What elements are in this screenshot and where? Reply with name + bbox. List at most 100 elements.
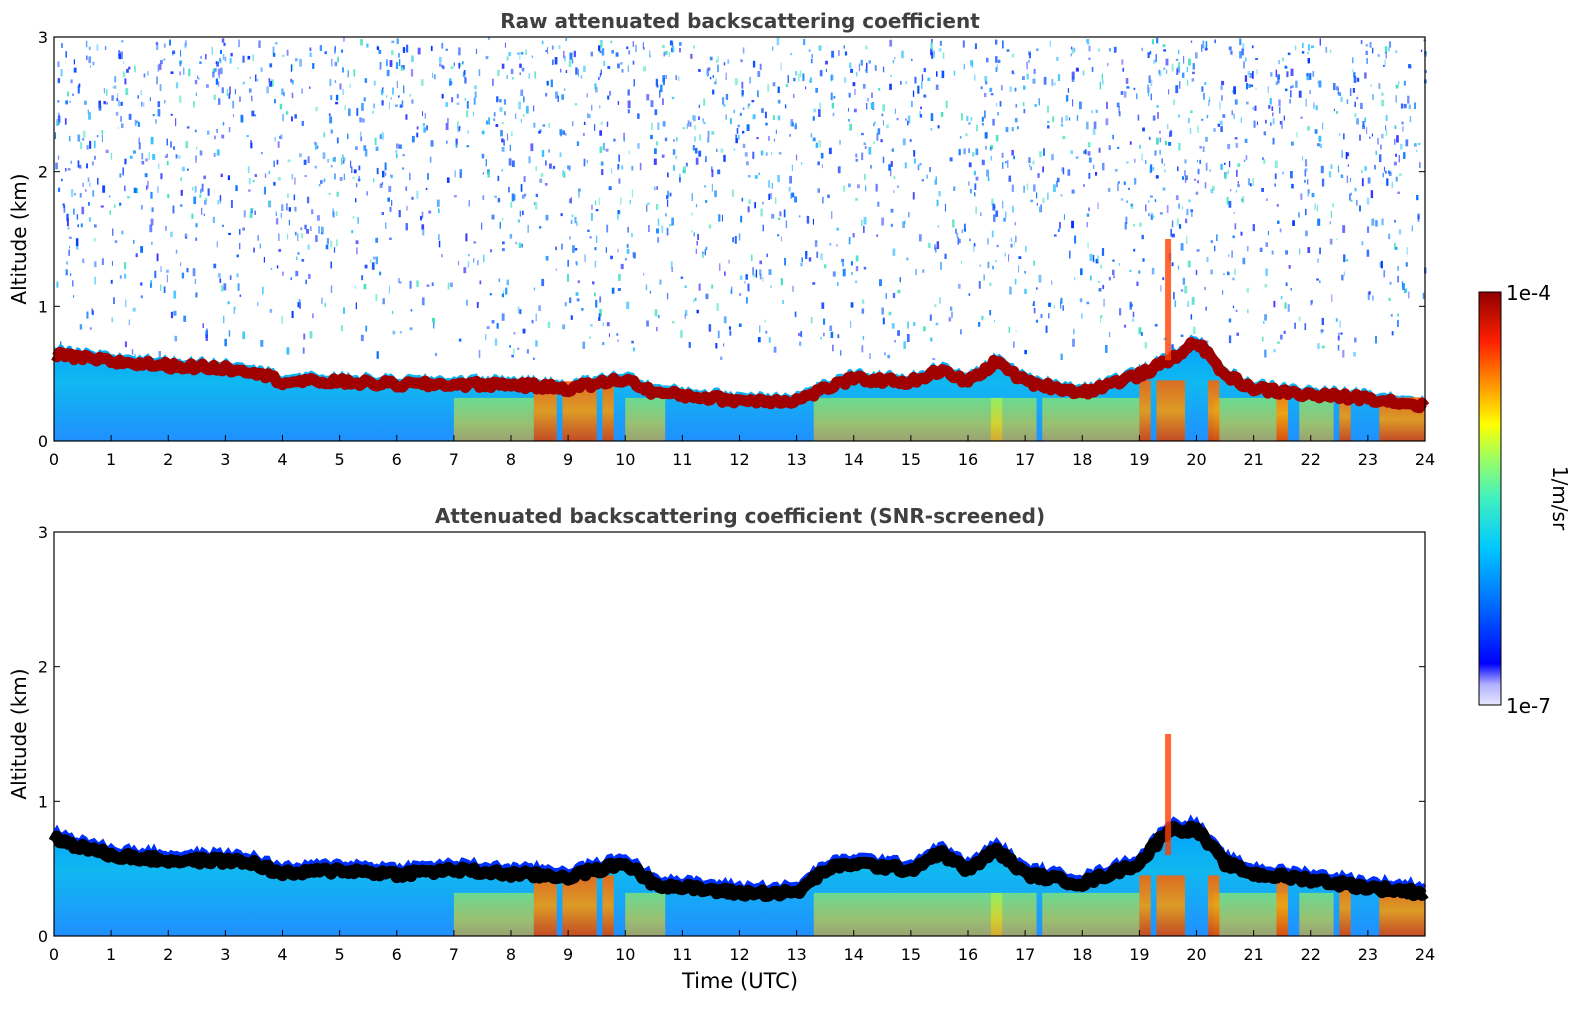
noise-speckle (623, 132, 625, 141)
noise-speckle (635, 44, 637, 52)
noise-speckle (1071, 75, 1075, 82)
noise-speckle (205, 54, 207, 60)
noise-speckle (1278, 59, 1280, 65)
noise-speckle (1168, 142, 1172, 146)
noise-speckle (102, 185, 106, 193)
noise-speckle (1150, 93, 1152, 101)
noise-speckle (73, 59, 75, 65)
noise-speckle (747, 206, 750, 213)
noise-speckle (508, 186, 510, 193)
noise-speckle (474, 85, 477, 90)
noise-speckle (458, 47, 461, 56)
noise-speckle (894, 108, 896, 114)
noise-speckle (1403, 103, 1407, 109)
noise-speckle (1372, 295, 1374, 301)
noise-speckle (526, 349, 529, 354)
noise-speckle (423, 127, 426, 133)
noise-speckle (473, 258, 475, 263)
noise-speckle (1002, 40, 1004, 49)
noise-speckle (373, 178, 375, 183)
noise-speckle (1235, 190, 1237, 193)
noise-speckle (179, 71, 181, 76)
noise-speckle (759, 274, 762, 280)
noise-speckle (170, 71, 174, 74)
noise-speckle (963, 223, 966, 232)
noise-speckle (1333, 83, 1336, 91)
noise-speckle (607, 95, 610, 100)
noise-speckle (1285, 250, 1288, 255)
noise-speckle (242, 81, 245, 85)
noise-speckle (254, 174, 257, 177)
noise-speckle (1228, 335, 1232, 344)
noise-speckle (381, 212, 384, 215)
x-tick-label: 22 (1301, 945, 1321, 964)
noise-speckle (780, 278, 783, 286)
noise-speckle (220, 285, 224, 292)
noise-speckle (242, 227, 245, 231)
noise-speckle (738, 323, 742, 327)
noise-speckle (87, 177, 90, 183)
noise-speckle (88, 202, 90, 206)
noise-speckle (855, 266, 859, 272)
noise-speckle (281, 88, 284, 95)
noise-speckle (186, 267, 189, 273)
noise-speckle (127, 196, 130, 199)
panel-title: Raw attenuated backscattering coefficien… (500, 9, 980, 33)
noise-speckle (1395, 95, 1397, 103)
noise-speckle (1083, 184, 1085, 187)
noise-speckle (901, 50, 905, 59)
noise-speckle (441, 64, 444, 68)
noise-speckle (228, 232, 231, 235)
noise-speckle (228, 93, 231, 99)
noise-speckle (409, 94, 412, 97)
noise-speckle (89, 327, 92, 330)
noise-speckle (513, 348, 515, 355)
noise-speckle (348, 108, 351, 116)
noise-speckle (388, 101, 390, 110)
noise-speckle (488, 117, 490, 125)
noise-speckle (657, 122, 660, 130)
noise-speckle (519, 72, 521, 75)
noise-speckle (837, 166, 841, 174)
noise-speckle (1233, 113, 1235, 120)
noise-speckle (965, 133, 968, 137)
layer-top-band (51, 337, 1430, 414)
noise-speckle (109, 210, 111, 215)
noise-speckle (1341, 274, 1344, 281)
noise-speckle (261, 152, 263, 155)
noise-speckle (527, 224, 529, 233)
noise-speckle (741, 89, 744, 96)
noise-speckle (795, 71, 798, 76)
noise-speckle (594, 124, 596, 131)
noise-speckle (820, 253, 823, 261)
noise-speckle (695, 248, 697, 254)
noise-speckle (952, 219, 955, 228)
noise-speckle (540, 173, 544, 177)
noise-speckle (879, 279, 882, 287)
colorbar-max-label: 1e-4 (1506, 281, 1551, 305)
noise-speckle (926, 174, 928, 179)
noise-speckle (1254, 105, 1257, 111)
noise-speckle (293, 194, 296, 201)
noise-speckle (724, 271, 726, 276)
noise-speckle (1237, 163, 1241, 167)
noise-speckle (599, 296, 602, 303)
noise-speckle (1379, 154, 1382, 163)
noise-speckle (893, 190, 895, 193)
noise-speckle (888, 311, 892, 316)
noise-speckle (1312, 70, 1315, 77)
noise-speckle (56, 281, 59, 288)
noise-speckle (1175, 195, 1179, 200)
noise-speckle (931, 38, 933, 44)
noise-speckle (379, 134, 382, 139)
noise-speckle (194, 186, 197, 193)
noise-speckle (1306, 73, 1310, 81)
noise-speckle (94, 276, 96, 285)
noise-speckle (974, 74, 976, 81)
noise-speckle (712, 75, 714, 78)
noise-speckle (364, 149, 368, 157)
noise-speckle (1189, 127, 1192, 134)
noise-speckle (589, 236, 592, 239)
noise-speckle (57, 100, 60, 103)
noise-speckle (778, 151, 782, 155)
